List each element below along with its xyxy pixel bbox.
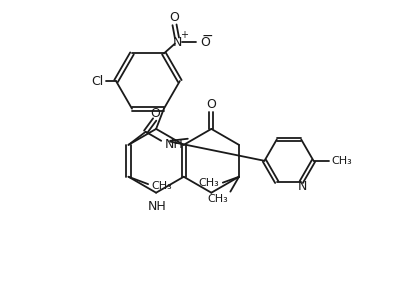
Text: NH: NH [148,200,166,213]
Text: O: O [169,11,179,24]
Text: NH: NH [164,138,183,151]
Text: CH₃: CH₃ [151,181,172,191]
Text: −: − [201,29,213,43]
Text: O: O [200,35,210,49]
Text: CH₃: CH₃ [331,156,352,166]
Text: O: O [151,107,160,120]
Text: +: + [180,30,188,40]
Text: N: N [172,35,182,49]
Text: Cl: Cl [91,75,104,88]
Text: CH₃: CH₃ [208,194,229,204]
Text: O: O [206,98,216,111]
Text: CH₃: CH₃ [199,178,219,188]
Text: N: N [298,180,308,193]
